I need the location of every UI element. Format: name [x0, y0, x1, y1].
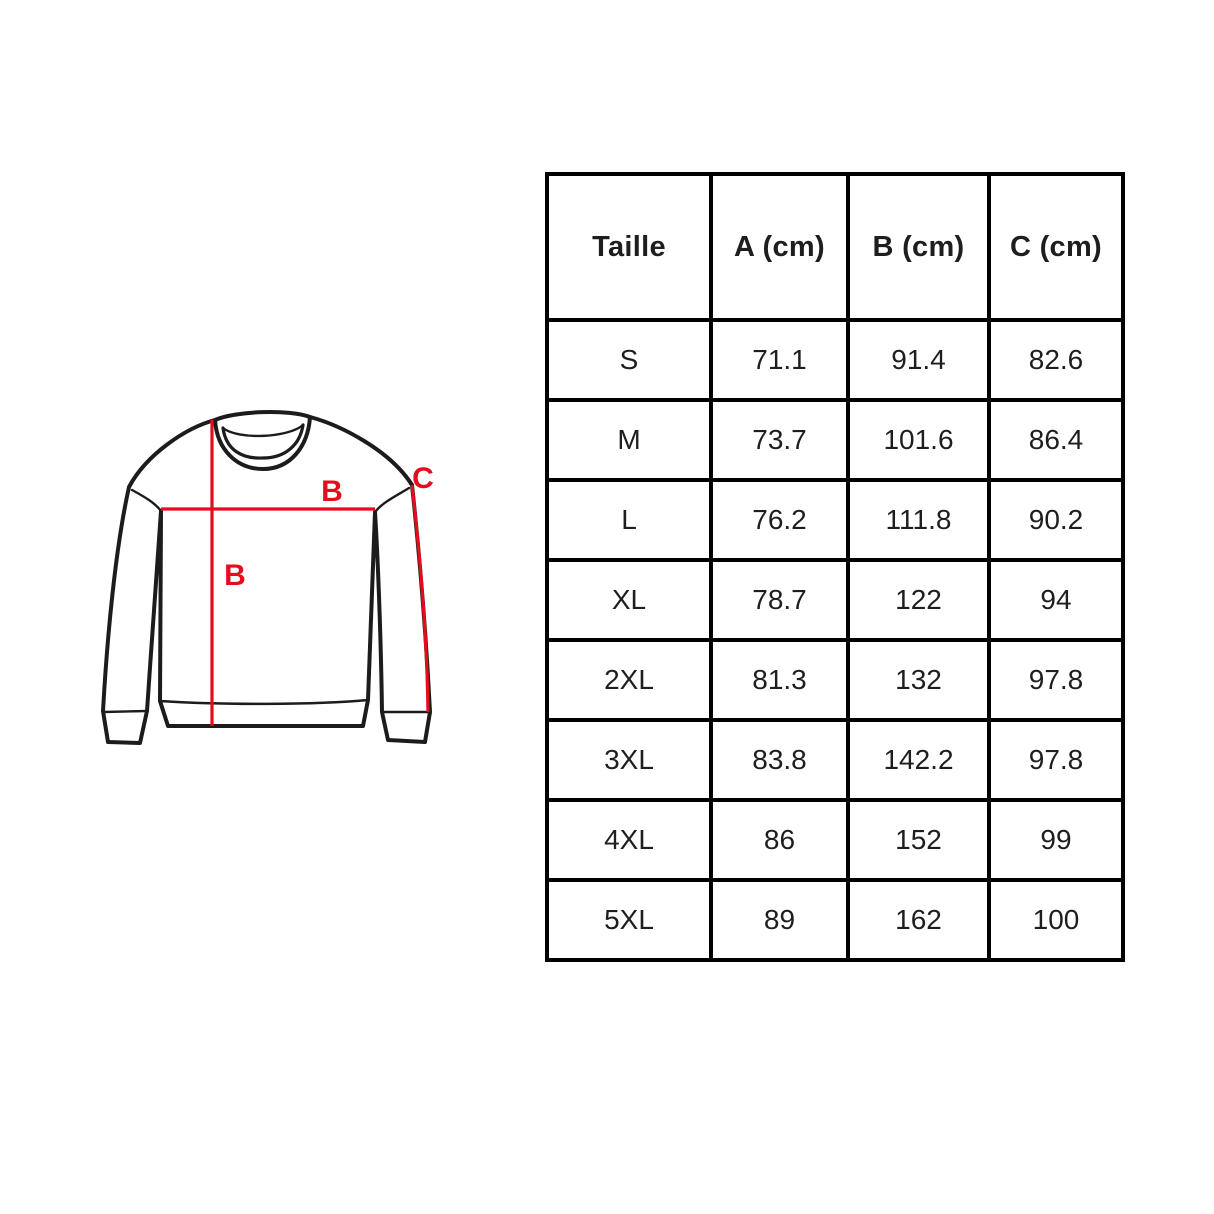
sweatshirt-outline: [101, 410, 432, 745]
value-cell: 73.7: [713, 402, 846, 478]
value-cell: 78.7: [713, 562, 846, 638]
left-cuff-top-line: [101, 709, 149, 714]
value-cell: 132: [850, 642, 987, 718]
left-armpit-seam: [130, 488, 163, 513]
value-cell: 97.8: [991, 642, 1121, 718]
size-cell: M: [549, 402, 709, 478]
value-cell: 71.1: [713, 322, 846, 398]
value-cell: 152: [850, 802, 987, 878]
value-cell: 99: [991, 802, 1121, 878]
collar-back-line: [221, 423, 305, 438]
size-cell: 5XL: [549, 882, 709, 958]
value-cell: 111.8: [850, 482, 987, 558]
size-cell: S: [549, 322, 709, 398]
header-cell-b-cm: B (cm): [850, 176, 987, 318]
right-armpit-seam: [373, 486, 411, 514]
value-cell: 100: [991, 882, 1121, 958]
value-cell: 82.6: [991, 322, 1121, 398]
value-cell: 101.6: [850, 402, 987, 478]
header-cell-taille: Taille: [549, 176, 709, 318]
value-cell: 81.3: [713, 642, 846, 718]
label-sleeve-c: C: [412, 462, 434, 495]
hem-top-line: [158, 698, 370, 706]
header-cell-c-cm: C (cm): [991, 176, 1121, 318]
value-cell: 122: [850, 562, 987, 638]
size-cell: 2XL: [549, 642, 709, 718]
label-body-length-b: B: [224, 559, 246, 592]
value-cell: 89: [713, 882, 846, 958]
measure-line-sleeve-c: [410, 484, 430, 713]
value-cell: 91.4: [850, 322, 987, 398]
value-cell: 83.8: [713, 722, 846, 798]
size-cell: XL: [549, 562, 709, 638]
value-cell: 86: [713, 802, 846, 878]
value-cell: 86.4: [991, 402, 1121, 478]
value-cell: 97.8: [991, 722, 1121, 798]
value-cell: 162: [850, 882, 987, 958]
size-table: Taille A (cm) B (cm) C (cm) S 71.1 91.4 …: [545, 172, 1125, 962]
size-cell: 4XL: [549, 802, 709, 878]
size-cell: 3XL: [549, 722, 709, 798]
collar-inner-arc: [221, 423, 305, 460]
value-cell: 94: [991, 562, 1121, 638]
label-chest-width-b: B: [321, 475, 343, 508]
value-cell: 142.2: [850, 722, 987, 798]
collar-outer-arc: [213, 415, 312, 472]
header-cell-a-cm: A (cm): [713, 176, 846, 318]
value-cell: 90.2: [991, 482, 1121, 558]
sweatshirt-diagram: B B C: [101, 410, 434, 745]
size-cell: L: [549, 482, 709, 558]
value-cell: 76.2: [713, 482, 846, 558]
